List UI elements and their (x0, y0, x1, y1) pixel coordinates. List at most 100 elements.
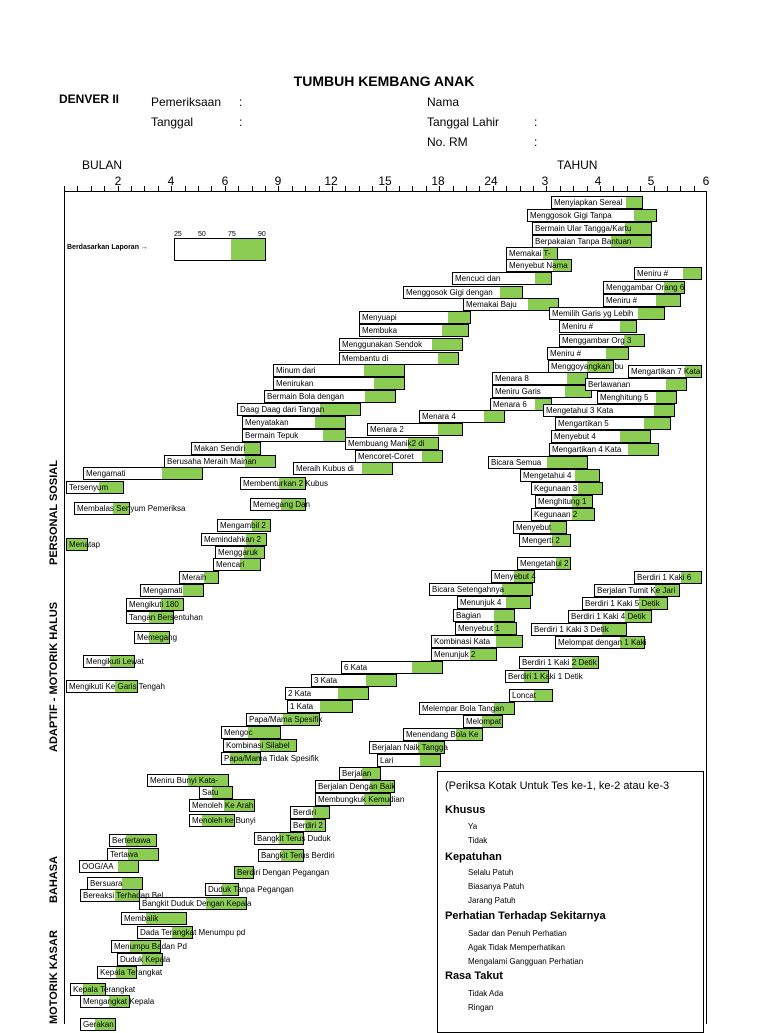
milestone-label: Menggaruk (218, 548, 259, 557)
milestone-bar-fill (602, 624, 626, 635)
milestone-label: Minum dari (276, 366, 316, 375)
milestone-bar: Bermain Ular Tangga/Kartu (532, 222, 652, 235)
milestone-bar: Berdiri 2 (290, 819, 326, 832)
milestone-bar: Menumpu Badan Pd (111, 940, 187, 953)
axis-tick (613, 186, 614, 192)
milestone-bar-fill (506, 597, 530, 608)
milestone-bar-fill (664, 282, 684, 293)
milestone-label: Berusaha Meraih Mainan (167, 457, 257, 466)
milestone-bar: Menoleh Ke Arah (189, 799, 255, 812)
milestone-bar-fill (230, 753, 260, 764)
denver-label: DENVER II (59, 92, 120, 106)
milestone-bar: Membalik (121, 912, 187, 925)
milestone-label: Duduk Tanpa Pegangan (208, 885, 294, 894)
axis-tick (158, 186, 159, 192)
milestone-bar-fill (115, 681, 137, 692)
milestone-bar-fill (448, 312, 470, 323)
milestone-bar: 1 Kata (287, 700, 353, 713)
milestone-label: Mengangkat Kepala (83, 997, 155, 1006)
milestone-bar: Mengangkat Kepala (80, 995, 154, 1008)
section-adaptif-motorik-halus: ADAPTIF - MOTORIK HALUS (48, 601, 60, 752)
legend-perhatian-1: Sadar dan Penuh Perhatian (468, 929, 567, 938)
milestone-bar-fill (224, 800, 254, 811)
milestone-bar-fill (172, 927, 192, 938)
milestone-label: Mengikuti Ke Garis Tengah (69, 682, 165, 691)
axis-tick (680, 186, 681, 192)
milestone-label: Melompat dengan 1 Kaki (558, 638, 647, 647)
milestone-label: Mengetahui 3 Kata (546, 406, 614, 415)
milestone-label: Membenturkan 2 Kubus (243, 479, 328, 488)
milestone-bar: Berdiri 1 Kaki 2 Detik (519, 656, 599, 669)
axis-tick (587, 186, 588, 192)
milestone-label: Mengikuti 180 (129, 600, 179, 609)
axis-tick (573, 186, 574, 192)
milestone-bar-fill (666, 379, 686, 390)
milestone-label: Menoleh ke Bunyi (192, 816, 256, 825)
milestone-label: Tangan Bersentuhan (129, 613, 203, 622)
milestone-label: Lari (380, 756, 394, 765)
axis-tick (118, 186, 119, 192)
milestone-label: Menunjuk 2 (434, 650, 476, 659)
section-motorik-kasar: MOTORIK KASAR (48, 930, 60, 1024)
milestone-bar: Kegunaan 3 (531, 482, 603, 495)
milestone-bar: Mengambil 2 (217, 519, 271, 532)
milestone-bar-fill (67, 539, 87, 550)
milestone-bar: Menghitung 1 (535, 495, 593, 508)
milestone-bar-fill (567, 373, 587, 384)
milestone-bar: Menara 8 (492, 372, 588, 385)
milestone-bar-fill (625, 223, 651, 234)
milestone-label: Menatap (69, 540, 101, 549)
milestone-bar: Bangkit Terus Berdiri (258, 849, 335, 862)
milestone-bar: Bermain Bola dengan (264, 390, 396, 403)
milestone-label: Memegang (137, 633, 178, 642)
axis-tick-label: 6 (221, 174, 229, 188)
milestone-label: Mencari (216, 560, 245, 569)
milestone-label: Berdiri (293, 808, 317, 817)
milestone-bar-fill (432, 339, 462, 350)
milestone-label: Gerakan (83, 1020, 114, 1029)
axis-tick (654, 186, 655, 192)
milestone-label: Menyebut (516, 523, 552, 532)
axis-tick (694, 186, 695, 192)
milestone-label: Menoleh Ke Arah (192, 801, 254, 810)
milestone-bar: Menggoyangkan Ibu (548, 360, 624, 373)
milestone-bar: 2 Kata (285, 687, 369, 700)
milestone-bar: Menunjuk 4 (457, 596, 531, 609)
key-p75: 75 (228, 231, 236, 238)
milestone-label: Berdiri 2 (293, 821, 323, 830)
axis-tick (345, 186, 346, 192)
axis-tick (252, 186, 253, 192)
milestone-bar-fill (362, 463, 392, 474)
axis-tick-label: 4 (167, 174, 175, 188)
axis-tick (372, 186, 373, 192)
axis-tick (533, 186, 534, 192)
axis-tick (292, 186, 293, 192)
milestone-label: 1 Kata (290, 702, 314, 711)
milestone-label: Membalas Senyum Pemeriksa (77, 504, 186, 513)
milestone-bar: Mencuci dan (452, 272, 552, 285)
milestone-bar: Mencoret-Coret (355, 450, 443, 463)
milestone-label: 6 Kata (344, 663, 368, 672)
milestone-bar-fill (553, 260, 571, 271)
milestone-bar-fill (320, 404, 360, 415)
milestone-bar-fill (626, 197, 642, 208)
milestone-label: Papa/Mama Spesifik (249, 715, 323, 724)
milestone-label: Menirukan (276, 379, 314, 388)
milestone-bar-fill (149, 632, 169, 643)
milestone-bar: Berlawanan (585, 378, 687, 391)
key-bar-fill (231, 239, 265, 260)
legend-kepatuhan-2: Biasanya Patuh (468, 882, 525, 891)
milestone-label: Mengartikan 4 Kata (552, 445, 622, 454)
milestone-bar: Loncat (509, 689, 553, 702)
milestone-bar-fill (313, 807, 329, 818)
milestone-bar: OOG/AA (79, 860, 139, 873)
milestone-bar-fill (281, 850, 303, 861)
milestone-label: Bertertawa (112, 836, 151, 845)
milestone-bar-fill (656, 295, 680, 306)
milestone-label: Kombinasi Silabel (226, 741, 290, 750)
milestone-bar-fill (572, 509, 594, 520)
milestone-label: Satu (202, 788, 219, 797)
milestone-bar: Meniru # (559, 320, 637, 333)
milestone-bar: Melempar Bola Tangan (419, 702, 515, 715)
milestone-bar-fill (547, 457, 587, 468)
